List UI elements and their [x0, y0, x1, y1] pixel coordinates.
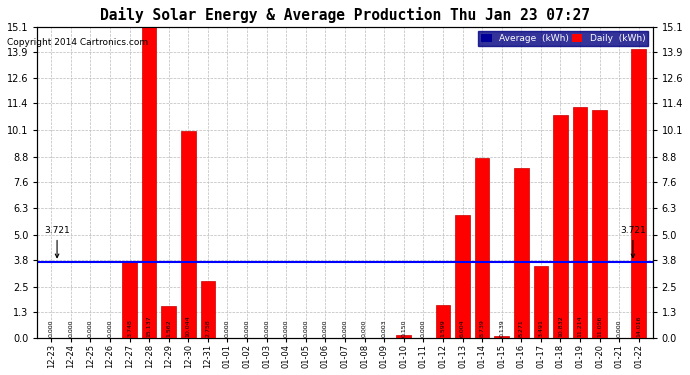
- Text: 15.137: 15.137: [146, 315, 152, 337]
- Text: 0.150: 0.150: [402, 319, 406, 337]
- Bar: [553, 115, 568, 338]
- Text: 0.139: 0.139: [499, 319, 504, 337]
- Bar: [631, 49, 646, 338]
- Title: Daily Solar Energy & Average Production Thu Jan 23 07:27: Daily Solar Energy & Average Production …: [100, 7, 590, 23]
- Text: 3.721: 3.721: [44, 226, 70, 258]
- Bar: [122, 261, 137, 338]
- Text: 0.000: 0.000: [225, 319, 230, 337]
- Text: 1.562: 1.562: [166, 319, 171, 337]
- Text: 0.000: 0.000: [49, 319, 54, 337]
- Text: 6.004: 6.004: [460, 319, 465, 337]
- Text: 0.000: 0.000: [264, 319, 269, 337]
- Text: 0.000: 0.000: [323, 319, 328, 337]
- Text: 0.000: 0.000: [284, 319, 288, 337]
- Text: 0.000: 0.000: [304, 319, 308, 337]
- Text: Copyright 2014 Cartronics.com: Copyright 2014 Cartronics.com: [7, 38, 148, 47]
- Bar: [141, 26, 157, 338]
- Text: 0.000: 0.000: [421, 319, 426, 337]
- Bar: [201, 282, 215, 338]
- Text: 0.000: 0.000: [362, 319, 367, 337]
- Bar: [161, 306, 176, 338]
- Bar: [573, 107, 587, 338]
- Bar: [475, 158, 489, 338]
- Bar: [435, 305, 451, 338]
- Text: 2.758: 2.758: [206, 319, 210, 337]
- Text: 10.044: 10.044: [186, 315, 191, 337]
- Text: 8.739: 8.739: [480, 319, 484, 337]
- Text: 0.000: 0.000: [244, 319, 250, 337]
- Bar: [592, 110, 607, 338]
- Text: 14.016: 14.016: [636, 315, 641, 337]
- Bar: [181, 131, 196, 338]
- Bar: [455, 214, 470, 338]
- Text: 0.000: 0.000: [68, 319, 73, 337]
- Bar: [397, 335, 411, 338]
- Text: 3.491: 3.491: [538, 319, 544, 337]
- Text: 10.832: 10.832: [558, 315, 563, 337]
- Bar: [533, 266, 549, 338]
- Text: 11.056: 11.056: [597, 315, 602, 337]
- Bar: [494, 336, 509, 338]
- Text: 0.000: 0.000: [108, 319, 112, 337]
- Text: 8.271: 8.271: [519, 319, 524, 337]
- Text: 0.000: 0.000: [88, 319, 93, 337]
- Text: 0.000: 0.000: [617, 319, 622, 337]
- Text: 0.000: 0.000: [342, 319, 348, 337]
- Text: 11.214: 11.214: [578, 315, 582, 337]
- Text: 1.599: 1.599: [440, 319, 446, 337]
- Text: 0.003: 0.003: [382, 319, 386, 337]
- Legend: Average  (kWh), Daily  (kWh): Average (kWh), Daily (kWh): [478, 32, 648, 46]
- Bar: [514, 168, 529, 338]
- Text: 3.748: 3.748: [127, 319, 132, 337]
- Text: 3.721: 3.721: [620, 226, 646, 258]
